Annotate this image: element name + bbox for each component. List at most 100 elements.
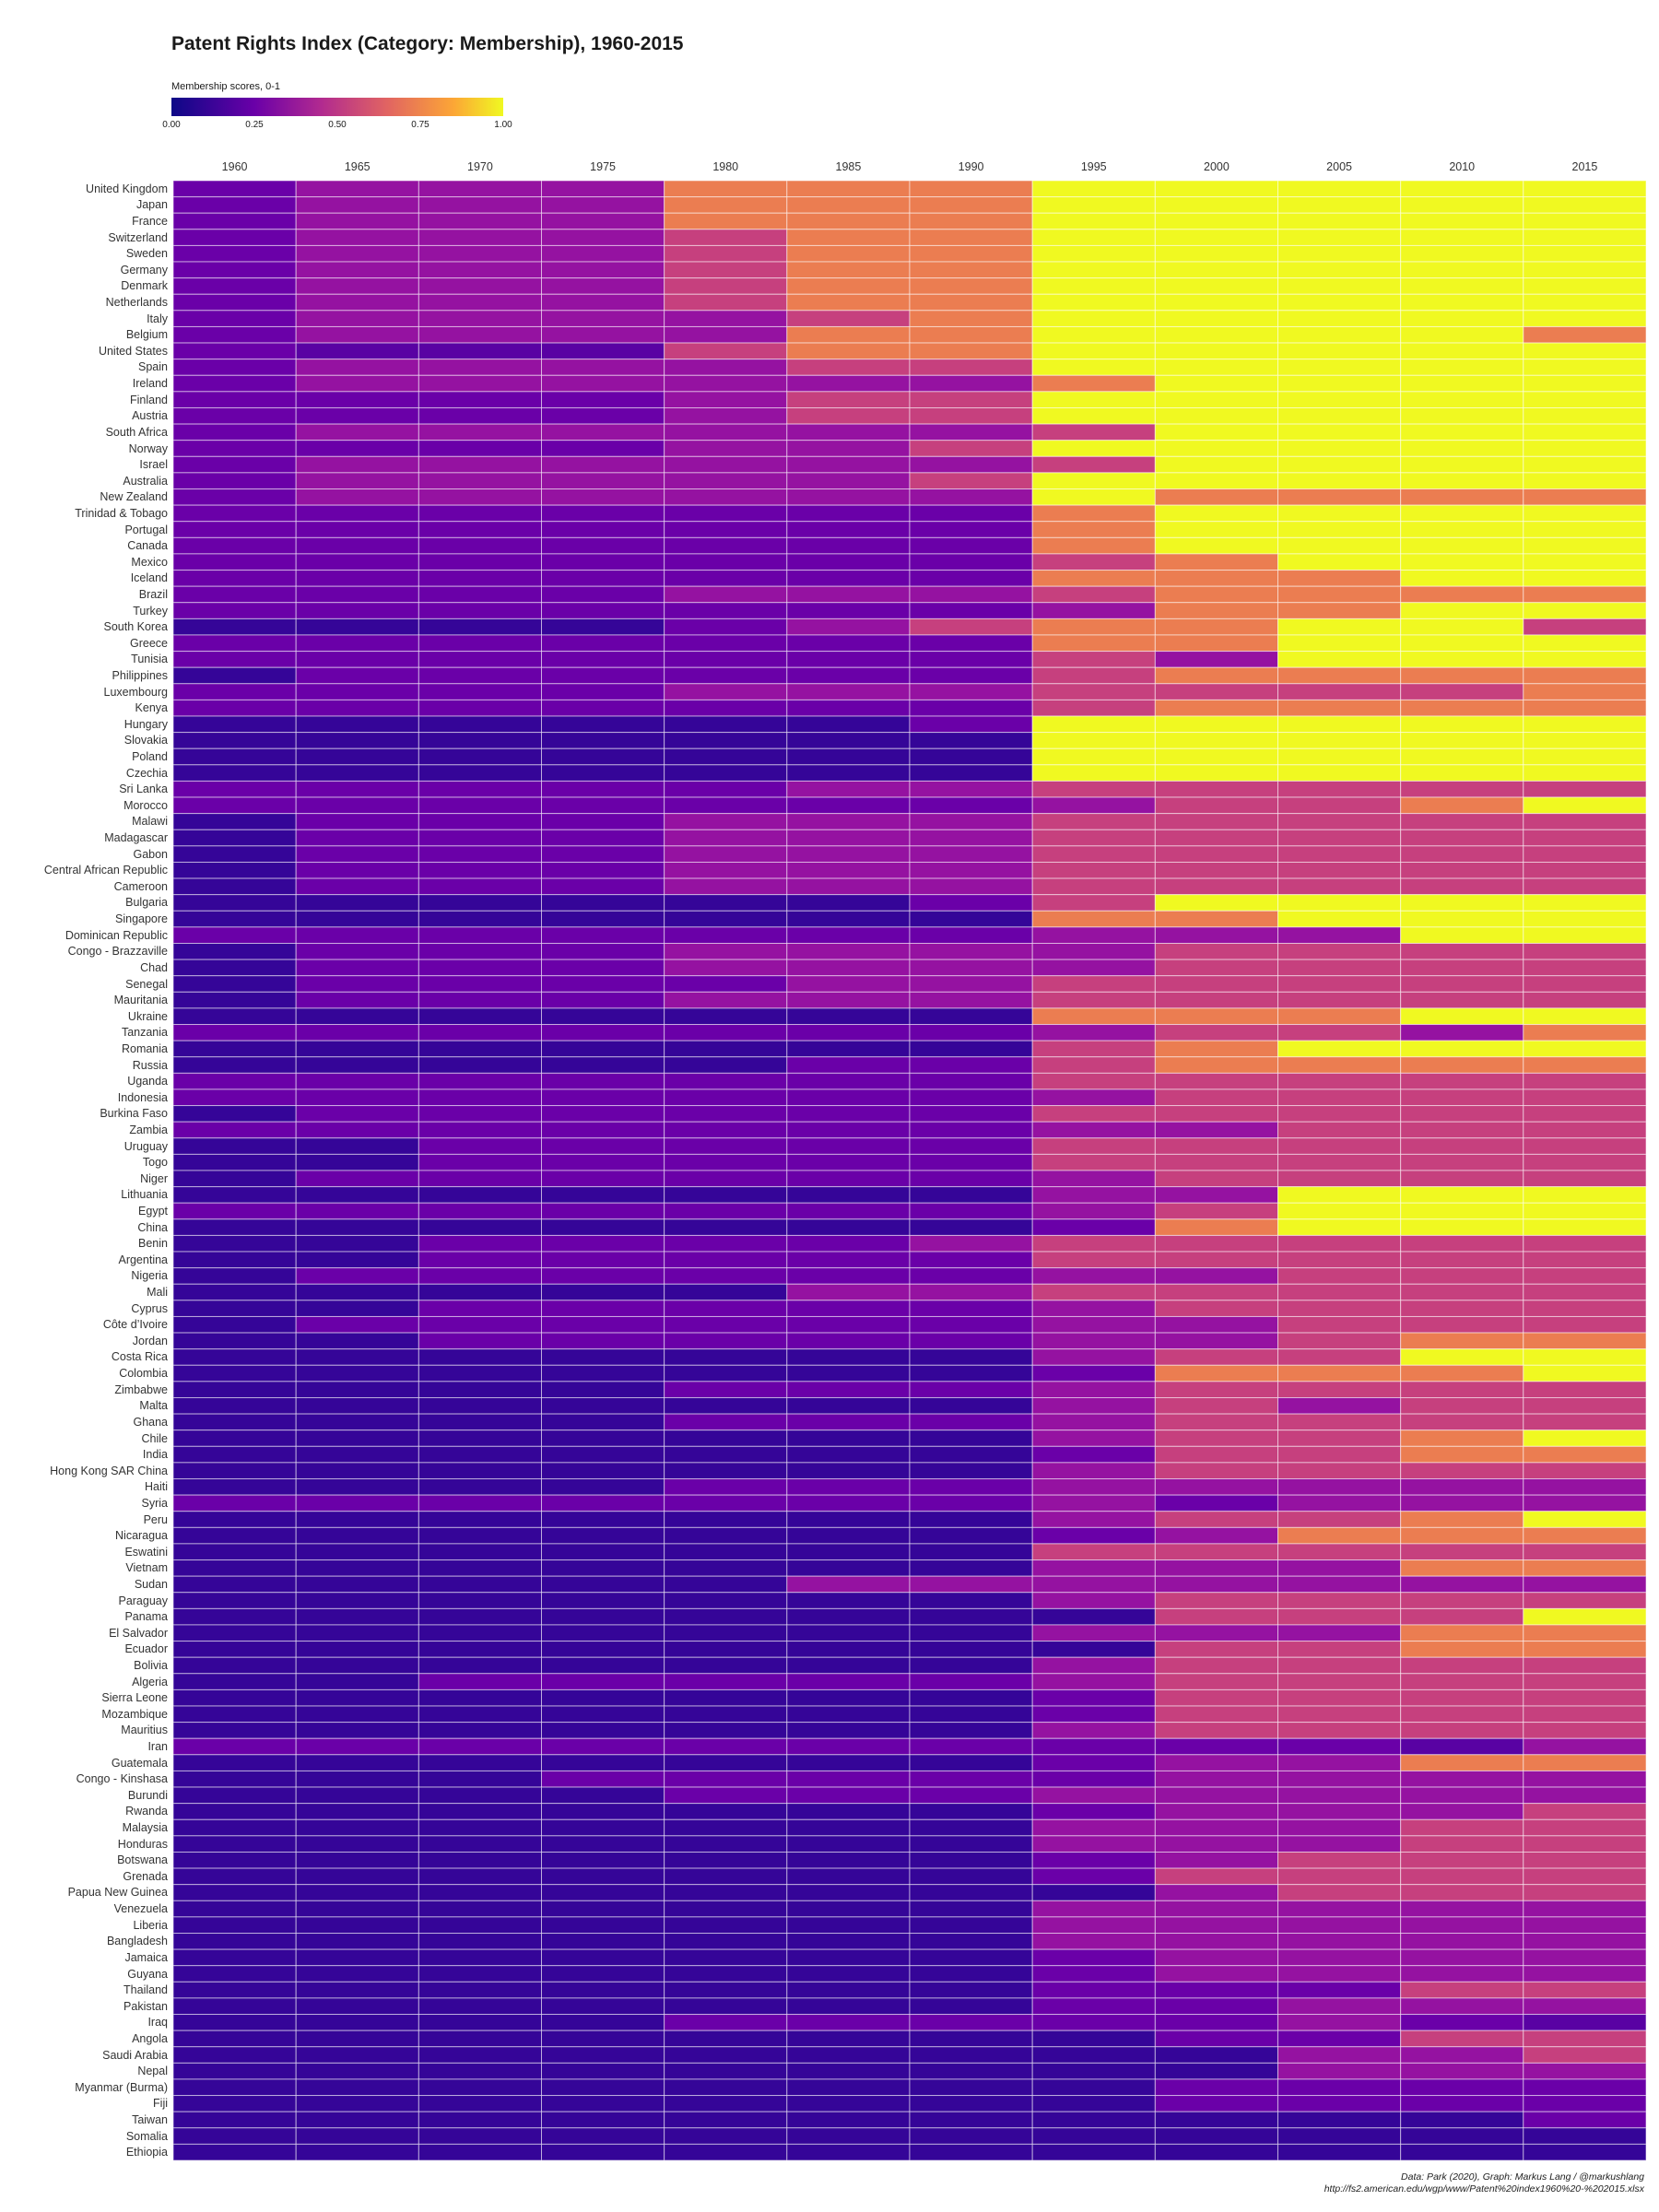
heatmap-cell — [173, 1981, 297, 1999]
heatmap-cell — [1400, 455, 1524, 474]
heatmap-cell — [664, 991, 788, 1009]
heatmap-cell — [909, 1430, 1033, 1447]
country-tick-label: Botswana — [117, 1853, 168, 1867]
heatmap-cell — [418, 536, 542, 555]
heatmap-cell — [1154, 845, 1278, 863]
heatmap-cell — [173, 1332, 297, 1350]
heatmap-cell — [1523, 488, 1646, 506]
heatmap-cell — [1523, 1673, 1646, 1690]
heatmap-cell — [664, 570, 788, 587]
heatmap-cell — [541, 1007, 665, 1026]
heatmap-cell — [1277, 1267, 1402, 1285]
heatmap-cell — [418, 764, 542, 782]
heatmap-cell — [173, 1121, 297, 1139]
heatmap-cell — [1400, 2062, 1524, 2080]
country-tick-label: Guyana — [127, 1967, 168, 1981]
heatmap-cell — [664, 261, 788, 279]
heatmap-cell — [541, 1543, 665, 1561]
heatmap-cell — [909, 1300, 1033, 1317]
heatmap-cell — [1277, 1884, 1402, 1901]
footer-credit: Data: Park (2020), Graph: Markus Lang / … — [1401, 2171, 1644, 2183]
heatmap-cell — [1277, 553, 1402, 571]
heatmap-cell — [1154, 1803, 1278, 1820]
heatmap-cell — [418, 796, 542, 815]
heatmap-cell — [295, 1251, 419, 1269]
heatmap-cell — [786, 293, 911, 312]
heatmap-cell — [786, 342, 911, 360]
heatmap-cell — [1154, 310, 1278, 327]
heatmap-cell — [418, 602, 542, 619]
heatmap-cell — [786, 229, 911, 246]
heatmap-cell — [1400, 2078, 1524, 2097]
heatmap-cell — [1031, 277, 1156, 295]
heatmap-cell — [1277, 1673, 1402, 1690]
heatmap-cell — [295, 991, 419, 1009]
heatmap-cell — [541, 634, 665, 653]
heatmap-cell — [1400, 1705, 1524, 1724]
heatmap-cell — [1031, 2030, 1156, 2048]
heatmap-cell — [295, 1673, 419, 1690]
heatmap-cell — [541, 1364, 665, 1382]
heatmap-cell — [1031, 618, 1156, 636]
heatmap-cell — [1523, 1526, 1646, 1545]
heatmap-cell — [1154, 504, 1278, 523]
heatmap-cell — [1277, 1656, 1402, 1675]
heatmap-cell — [295, 325, 419, 344]
heatmap-cell — [1154, 1900, 1278, 1918]
heatmap-cell — [173, 1835, 297, 1853]
heatmap-cell — [295, 1705, 419, 1724]
heatmap-cell — [418, 699, 542, 717]
heatmap-cell — [1154, 1688, 1278, 1707]
heatmap-cell — [295, 1835, 419, 1853]
heatmap-cell — [909, 1381, 1033, 1399]
heatmap-cell — [295, 374, 419, 393]
heatmap-cell — [418, 423, 542, 441]
heatmap-cell — [173, 504, 297, 523]
heatmap-cell — [1031, 1348, 1156, 1366]
country-tick-label: Trinidad & Tobago — [75, 506, 168, 520]
country-tick-label: Nicaragua — [115, 1529, 168, 1543]
heatmap-cell — [1031, 455, 1156, 474]
heatmap-cell — [418, 1559, 542, 1577]
heatmap-cell — [1031, 1478, 1156, 1496]
heatmap-cell — [173, 440, 297, 457]
heatmap-cell — [418, 1170, 542, 1188]
heatmap-cell — [1523, 1267, 1646, 1285]
heatmap-cell — [1031, 359, 1156, 376]
heatmap-cell — [1154, 747, 1278, 766]
heatmap-cell — [541, 1056, 665, 1074]
heatmap-cell — [173, 666, 297, 685]
heatmap-cell — [1400, 229, 1524, 246]
heatmap-cell — [1031, 651, 1156, 668]
heatmap-cell — [1031, 1413, 1156, 1431]
heatmap-cell — [418, 1348, 542, 1366]
heatmap-cell — [173, 342, 297, 360]
heatmap-cell — [173, 877, 297, 896]
heatmap-cell — [664, 2143, 788, 2160]
country-tick-label: Mexico — [131, 555, 168, 569]
heatmap-cell — [418, 1396, 542, 1415]
heatmap-cell — [664, 1803, 788, 1820]
heatmap-cell — [173, 1478, 297, 1496]
heatmap-cell — [1400, 2030, 1524, 2048]
heatmap-cell — [1400, 1494, 1524, 1512]
heatmap-cell — [1154, 1851, 1278, 1869]
heatmap-cell — [1277, 1997, 1402, 2016]
country-tick-label: Sweden — [125, 247, 168, 261]
heatmap-cell — [173, 910, 297, 928]
heatmap-cell — [1523, 585, 1646, 604]
heatmap-cell — [541, 1948, 665, 1967]
heatmap-cell — [1523, 991, 1646, 1009]
heatmap-cell — [1523, 1867, 1646, 1886]
heatmap-cell — [541, 1722, 665, 1739]
heatmap-cell — [1400, 602, 1524, 619]
heatmap-cell — [1523, 845, 1646, 863]
country-tick-label: Colombia — [119, 1367, 168, 1381]
country-tick-label: South Korea — [103, 620, 169, 634]
heatmap-cell — [541, 1462, 665, 1480]
heatmap-cell — [664, 1088, 788, 1107]
heatmap-cell — [1400, 585, 1524, 604]
heatmap-cell — [1031, 894, 1156, 912]
heatmap-cell — [1277, 634, 1402, 653]
heatmap-cell — [173, 1948, 297, 1967]
